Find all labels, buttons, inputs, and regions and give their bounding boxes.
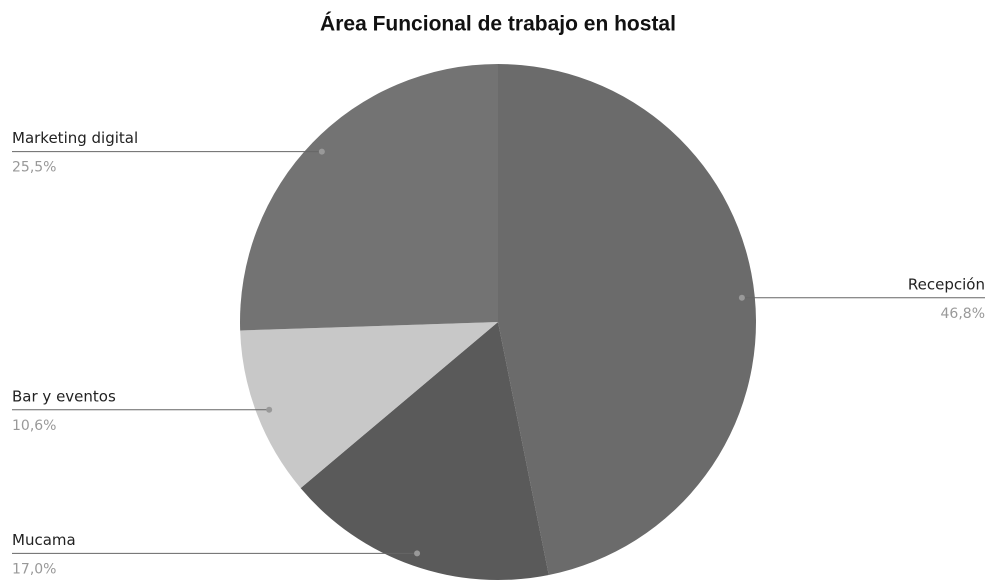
leader-dot (738, 294, 745, 301)
slice-value-label: 25,5% (12, 160, 56, 176)
slice-value-label: 17,0% (12, 561, 56, 577)
pie-slice (240, 64, 499, 331)
slice-value-label: 10,6% (12, 418, 56, 434)
slice-label: Recepción (908, 275, 985, 293)
pie-slice (498, 64, 756, 575)
slice-label: Mucama (12, 531, 76, 549)
leader-dot (318, 148, 325, 155)
slice-label: Bar y eventos (12, 387, 116, 405)
leader-dot (414, 550, 421, 557)
pie-slice (300, 322, 549, 580)
slice-value-label: 46,8% (941, 306, 985, 322)
pie-slice (240, 322, 499, 489)
chart-title: Área Funcional de trabajo en hostal (320, 13, 676, 36)
leader-dot (266, 406, 273, 413)
slice-label: Marketing digital (12, 129, 138, 147)
